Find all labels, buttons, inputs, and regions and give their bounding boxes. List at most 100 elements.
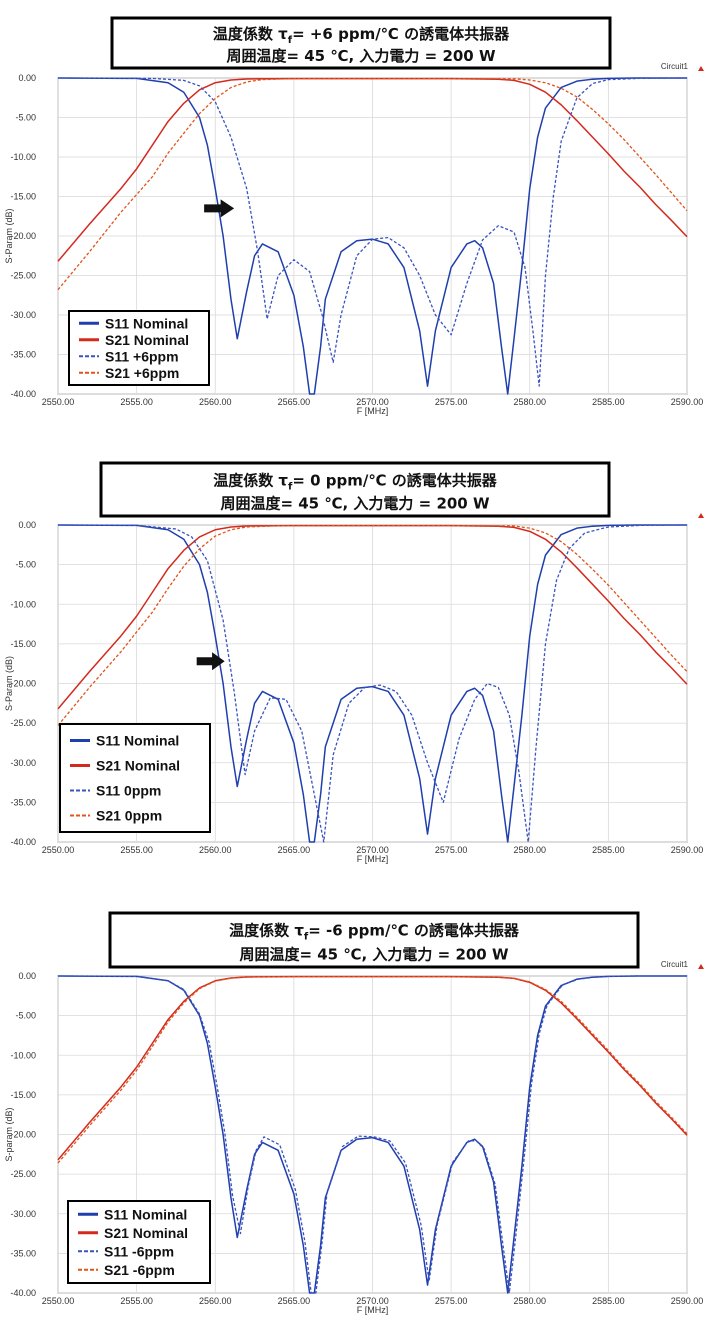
legend-label: S21 -6ppm: [104, 1262, 175, 1278]
corner-label: Circuit1: [661, 62, 689, 71]
corner-label: Circuit1: [661, 960, 689, 969]
chart-zero: 2550.00 2555.00 2560.00 2565.00 2570.00 2575.…: [4, 461, 704, 864]
x-tick-label: 2570.00: [356, 845, 389, 855]
chart-title-line2: 周囲温度= 45 ℃, 入力電力 = 200 W: [239, 945, 509, 963]
x-tick-label: 2575.00: [435, 845, 468, 855]
series-line-s21-nominal: [57, 77, 688, 262]
x-tick-label: 2580.00: [513, 1296, 546, 1306]
chart-title-line1: 温度係数 τf= 0 ppm/℃ の誘電体共振器: [213, 471, 498, 492]
x-tick-label: 2590.00: [671, 1296, 704, 1306]
x-tick-label: 2585.00: [592, 1296, 625, 1306]
y-tick-label: -40.00: [10, 837, 36, 847]
y-tick-label: -30.00: [10, 310, 36, 320]
y-tick-label: 0.00: [18, 73, 36, 83]
y-tick-label: -25.00: [10, 271, 36, 281]
chart-title-line1: 温度係数 τf= +6 ppm/℃ の誘電体共振器: [213, 25, 510, 46]
legend-label: S11 +6ppm: [105, 348, 179, 364]
y-tick-label: -20.00: [10, 1130, 36, 1140]
title-box: [108, 911, 640, 969]
legend-label: S21 0ppm: [96, 808, 162, 824]
x-tick-label: 2570.00: [356, 1296, 389, 1306]
x-tick-label: 2565.00: [278, 1296, 311, 1306]
x-tick-label: 2590.00: [671, 397, 704, 407]
series-line-s11-0ppm: [57, 524, 688, 843]
x-axis-label: F [MHz]: [357, 1305, 389, 1315]
y-axis-label: S-Param (dB): [4, 208, 14, 263]
x-tick-label: 2560.00: [199, 397, 232, 407]
shift-arrow-icon: [196, 652, 225, 671]
corner-marker-icon: [698, 964, 704, 969]
y-axis-label: S-Param (dB): [4, 656, 14, 711]
y-tick-label: -20.00: [10, 679, 36, 689]
x-tick-label: 2585.00: [592, 397, 625, 407]
corner-marker-icon: [698, 66, 704, 71]
series-line-s11-nominal: [57, 975, 687, 1294]
corner-marker-icon: [698, 513, 704, 518]
series-line-s11-nominal: [57, 77, 687, 395]
chart-title-line1: 温度係数 τf= -6 ppm/℃ の誘電体共振器: [229, 922, 520, 943]
x-tick-label: 2555.00: [120, 397, 153, 407]
y-tick-label: 0.00: [18, 971, 36, 981]
y-tick-label: -30.00: [10, 758, 36, 768]
legend-label: S11 Nominal: [105, 315, 188, 331]
y-tick-label: -5.00: [15, 560, 36, 570]
x-tick-label: 2575.00: [435, 397, 468, 407]
y-tick-label: 0.00: [18, 520, 36, 530]
x-tick-label: 2565.00: [278, 397, 311, 407]
legend-label: S21 Nominal: [105, 332, 189, 348]
legend-label: S21 +6ppm: [105, 365, 179, 381]
chart-plus6: 2550.00 2555.00 2560.00 2565.00 2570.00 2575.…: [4, 16, 704, 416]
y-tick-label: -5.00: [15, 1011, 36, 1021]
y-tick-label: -30.00: [10, 1209, 36, 1219]
chart-panel-minus6: 2550.00 2555.00 2560.00 2565.00 2570.00 2575.…: [0, 893, 714, 1337]
x-tick-label: 2580.00: [513, 397, 546, 407]
series-line-s11-6ppm: [57, 975, 687, 1294]
legend-box: [59, 723, 211, 833]
chart-title-line2: 周囲温度= 45 ℃, 入力電力 = 200 W: [226, 47, 496, 65]
legend-label: S11 Nominal: [104, 1206, 187, 1222]
legend-label: S11 Nominal: [96, 733, 179, 749]
legend-label: S21 Nominal: [104, 1225, 188, 1241]
y-tick-label: -20.00: [10, 231, 36, 241]
y-tick-label: -25.00: [10, 1169, 36, 1179]
chart-panel-plus6: 2550.00 2555.00 2560.00 2565.00 2570.00 2575.…: [0, 0, 714, 444]
series-line-s21-6ppm: [57, 77, 688, 291]
series-line-s11-6ppm: [57, 77, 688, 387]
x-axis-label: F [MHz]: [357, 854, 389, 864]
title-box: [99, 461, 611, 518]
x-tick-label: 2580.00: [513, 845, 546, 855]
x-tick-label: 2555.00: [120, 845, 153, 855]
x-tick-label: 2570.00: [356, 397, 389, 407]
title-box: [110, 16, 612, 70]
y-tick-label: -15.00: [10, 639, 36, 649]
y-tick-label: -5.00: [15, 113, 36, 123]
x-tick-label: 2550.00: [42, 845, 75, 855]
y-tick-label: -35.00: [10, 350, 36, 360]
y-tick-label: -35.00: [10, 797, 36, 807]
shift-arrow-icon: [204, 199, 235, 218]
y-tick-label: -10.00: [10, 152, 36, 162]
x-tick-label: 2550.00: [42, 1296, 75, 1306]
chart-minus6: 2550.00 2555.00 2560.00 2565.00 2570.00 2575.…: [4, 911, 704, 1315]
x-tick-label: 2585.00: [592, 845, 625, 855]
chart-panel-zero: 2550.00 2555.00 2560.00 2565.00 2570.00 2575.…: [0, 446, 714, 890]
series-line-s21-0ppm: [57, 524, 688, 726]
x-tick-label: 2550.00: [42, 397, 75, 407]
series-line-s21-nominal: [57, 975, 688, 1161]
series-line-s21-nominal: [57, 524, 688, 710]
legend-label: S11 0ppm: [96, 783, 161, 799]
y-tick-label: -25.00: [10, 718, 36, 728]
x-tick-label: 2565.00: [278, 845, 311, 855]
x-tick-label: 2560.00: [199, 1296, 232, 1306]
x-tick-label: 2560.00: [199, 845, 232, 855]
x-tick-label: 2555.00: [120, 1296, 153, 1306]
x-tick-label: 2575.00: [435, 1296, 468, 1306]
x-tick-label: 2590.00: [671, 845, 704, 855]
chart-title-line2: 周囲温度= 45 ℃, 入力電力 = 200 W: [220, 495, 490, 513]
y-axis-label: S-param (dB): [4, 1107, 14, 1161]
y-tick-label: -15.00: [10, 192, 36, 202]
x-axis-label: F [MHz]: [357, 406, 389, 416]
legend-label: S11 -6ppm: [104, 1243, 174, 1259]
y-tick-label: -10.00: [10, 599, 36, 609]
legend-label: S21 Nominal: [96, 758, 180, 774]
